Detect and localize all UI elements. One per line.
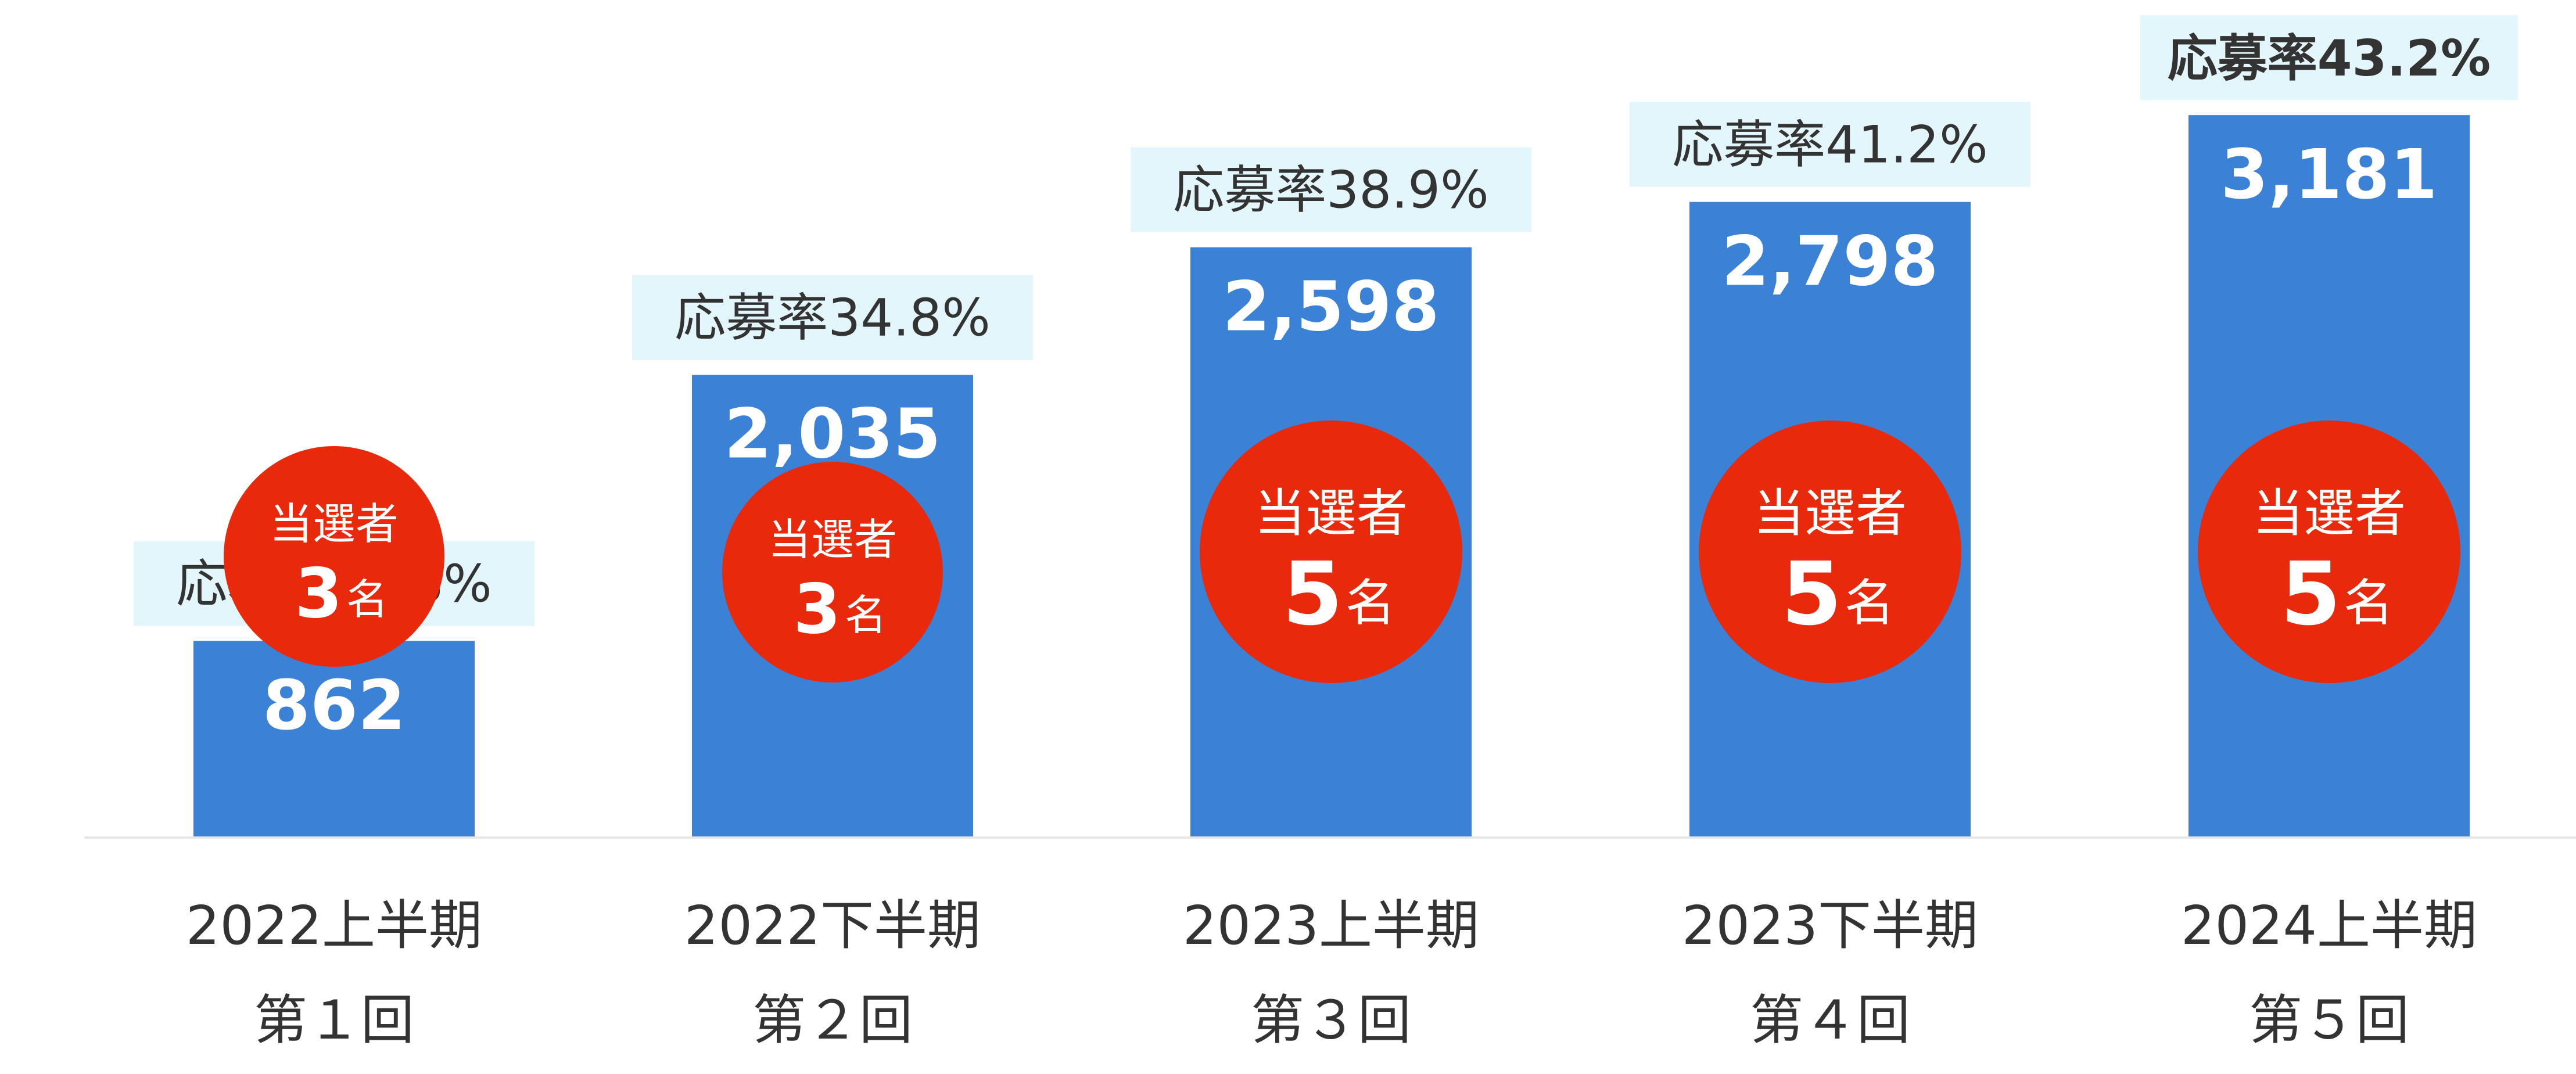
winners-unit: 名	[1845, 574, 1895, 633]
winners-circle	[2198, 421, 2460, 683]
winners-label: 当選者	[2252, 483, 2406, 543]
winners-count: 3	[793, 569, 841, 649]
rate-label: 応募率41.2%	[1672, 115, 1988, 175]
category-period-label: 2023下半期	[1682, 895, 1978, 957]
winners-unit: 名	[2344, 574, 2394, 633]
category-period-label: 2022下半期	[684, 895, 981, 957]
rate-label: 応募率38.9%	[1173, 160, 1489, 220]
winners-count: 5	[2280, 544, 2341, 645]
winners-label: 当選者	[270, 500, 399, 549]
category-period-label: 2023上半期	[1183, 895, 1479, 957]
category-round-label: 第１回	[254, 989, 414, 1051]
winners-label: 当選者	[768, 515, 897, 565]
winners-circle	[1200, 421, 1462, 683]
category-period-label: 2022上半期	[186, 895, 482, 957]
winners-unit: 名	[346, 575, 388, 624]
winners-label: 当選者	[1753, 483, 1907, 543]
rate-label: 応募率43.2%	[2168, 30, 2491, 88]
bar-value-label: 2,798	[1721, 221, 1938, 301]
rate-label-box	[1131, 147, 1531, 232]
category-round-label: 第４回	[1750, 989, 1910, 1051]
winners-circle	[722, 462, 943, 683]
rate-label-box	[2140, 15, 2518, 100]
category-round-label: 第２回	[752, 989, 913, 1051]
rate-label-box	[632, 275, 1033, 360]
winners-count: 5	[1282, 544, 1343, 645]
bar-value-label: 2,035	[724, 394, 941, 474]
winners-circle	[224, 446, 444, 667]
winners-circle	[1699, 421, 1961, 683]
category-round-label: 第３回	[1251, 989, 1411, 1051]
rate-label-box	[1630, 102, 2030, 187]
winners-label: 当選者	[1254, 483, 1408, 543]
bar-value-label: 2,598	[1222, 267, 1439, 347]
bar-value-label: 862	[263, 665, 406, 745]
winners-unit: 名	[845, 591, 887, 640]
rate-label: 応募率34.8%	[675, 288, 991, 348]
bar-value-label: 3,181	[2220, 134, 2437, 214]
category-round-label: 第５回	[2249, 989, 2409, 1051]
winners-count: 5	[1781, 544, 1842, 645]
winners-count: 3	[295, 554, 342, 634]
category-period-label: 2024上半期	[2181, 895, 2477, 957]
bar	[193, 641, 475, 836]
winners-unit: 名	[1346, 574, 1395, 633]
